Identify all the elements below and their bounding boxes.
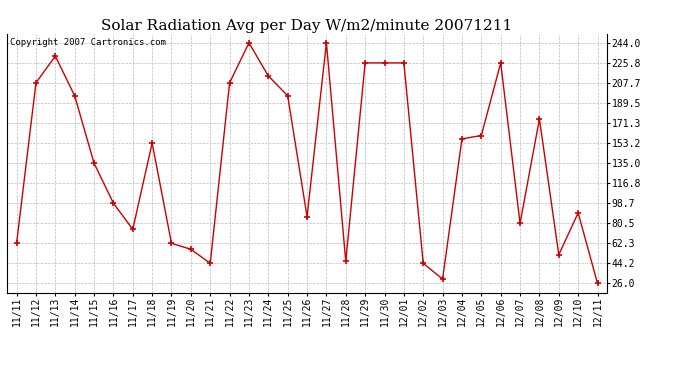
Text: Copyright 2007 Cartronics.com: Copyright 2007 Cartronics.com [10,38,166,46]
Title: Solar Radiation Avg per Day W/m2/minute 20071211: Solar Radiation Avg per Day W/m2/minute … [101,19,513,33]
